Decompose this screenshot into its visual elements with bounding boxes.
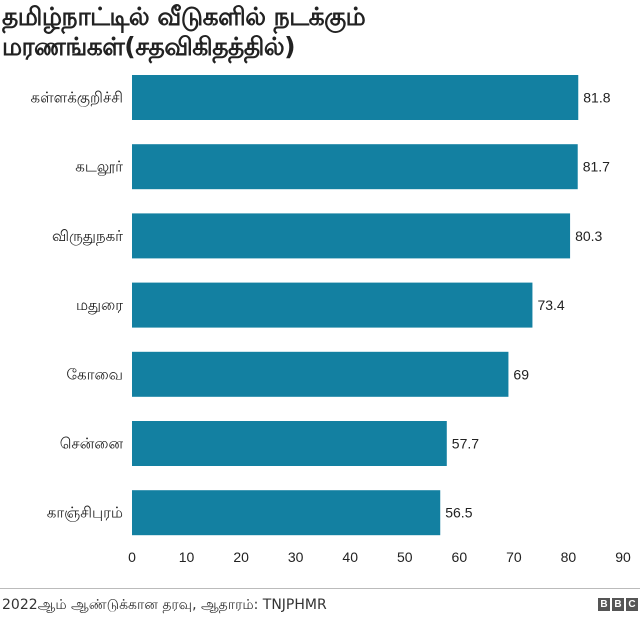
- bar: [132, 144, 578, 190]
- category-label: விருதுநகர்: [52, 227, 123, 245]
- category-label: கோவை: [66, 365, 123, 383]
- data-label: 81.8: [583, 90, 610, 106]
- data-label: 69: [513, 366, 529, 382]
- category-label: கடலூர்: [75, 158, 123, 177]
- bar: [132, 213, 571, 259]
- x-tick-label: 40: [342, 549, 358, 565]
- data-label: 57.7: [452, 436, 479, 452]
- bar: [132, 75, 579, 120]
- source-note: 2022ஆம் ஆண்டுக்கான தரவு, ஆதாரம்: TNJPHMR: [2, 597, 327, 613]
- x-tick-label: 30: [288, 549, 304, 565]
- footer-divider: [0, 588, 640, 589]
- x-tick-label: 50: [397, 549, 413, 565]
- data-label: 81.7: [583, 159, 610, 175]
- x-tick-label: 10: [179, 549, 195, 565]
- bar: [132, 351, 509, 397]
- chart-title: தமிழ்நாட்டில் வீடுகளில் நடக்கும் மரணங்கள…: [2, 2, 366, 61]
- logo-letter: B: [612, 598, 624, 611]
- bar: [132, 490, 441, 536]
- category-label: மதுரை: [76, 296, 123, 314]
- bbc-logo: B B C: [598, 598, 638, 611]
- bar: [132, 421, 447, 466]
- data-label: 80.3: [575, 228, 602, 244]
- x-tick-label: 60: [452, 549, 468, 565]
- logo-letter: C: [626, 598, 638, 611]
- category-label: கள்ளக்குறிச்சி: [31, 89, 123, 108]
- x-tick-label: 70: [506, 549, 522, 565]
- category-label: காஞ்சிபுரம்: [47, 504, 123, 522]
- data-label: 73.4: [537, 297, 564, 313]
- x-tick-label: 90: [615, 549, 631, 565]
- bar: [132, 282, 533, 328]
- logo-letter: B: [598, 598, 610, 611]
- category-label: சென்னை: [60, 435, 124, 453]
- x-tick-label: 20: [233, 549, 249, 565]
- bar-chart: கள்ளக்குறிச்சி 81.8 கடலூர் 81.7 விருதுநகர் 80…: [31, 75, 631, 565]
- data-label: 56.5: [445, 505, 472, 521]
- x-tick-label: 80: [561, 549, 577, 565]
- x-tick-label: 0: [128, 549, 136, 565]
